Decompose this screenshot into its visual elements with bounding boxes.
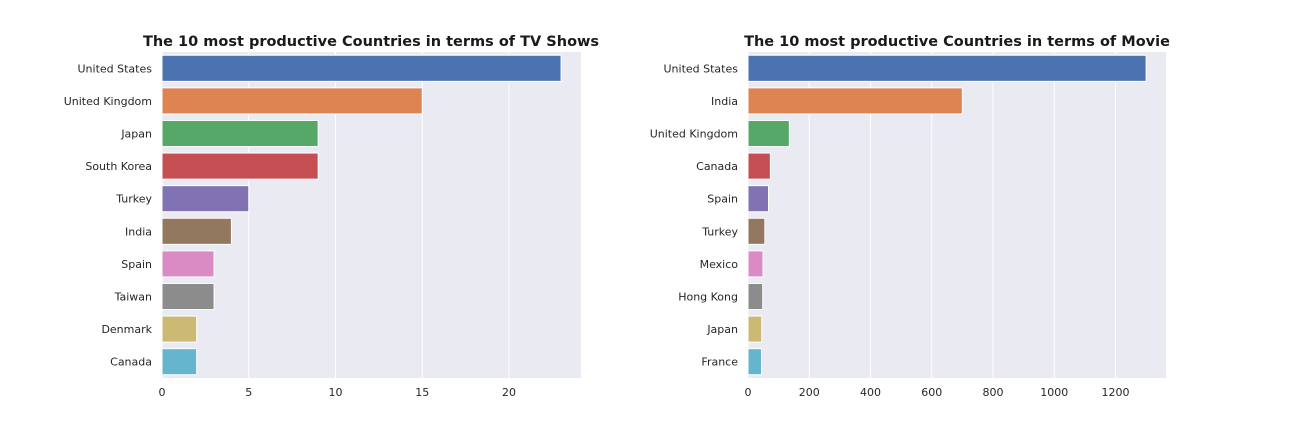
- chart-title: The 10 most productive Countries in term…: [744, 34, 1170, 50]
- category-label: United States: [78, 62, 153, 75]
- bar: [747, 348, 762, 376]
- category-label: India: [711, 95, 738, 108]
- x-tick-label: 15: [415, 386, 429, 399]
- category-label: Taiwan: [114, 291, 152, 304]
- category-label: United Kingdom: [64, 95, 152, 108]
- bar: [161, 250, 215, 278]
- x-tick-label: 20: [502, 386, 516, 399]
- category-label: Denmark: [101, 323, 152, 336]
- bar: [161, 185, 250, 213]
- bar: [747, 185, 770, 213]
- x-tick-label: 10: [328, 386, 342, 399]
- bar: [747, 315, 763, 343]
- chart-tv-shows: The 10 most productive Countries in term…: [64, 34, 599, 399]
- category-label: Spain: [707, 193, 738, 206]
- category-label: France: [701, 356, 738, 369]
- bar: [161, 282, 215, 311]
- category-label: India: [125, 225, 152, 238]
- bar: [747, 54, 1147, 82]
- chart-movies: The 10 most productive Countries in term…: [650, 34, 1170, 399]
- x-tick-label: 600: [921, 386, 942, 399]
- chart-title: The 10 most productive Countries in term…: [143, 34, 599, 50]
- category-label: Turkey: [115, 193, 152, 206]
- x-tick-label: 1200: [1101, 386, 1129, 399]
- category-label: Japan: [706, 323, 738, 336]
- category-label: South Korea: [85, 160, 152, 173]
- bar: [747, 250, 764, 278]
- category-label: Turkey: [701, 225, 738, 238]
- bar: [161, 315, 198, 343]
- bar: [747, 87, 963, 115]
- category-label: United States: [664, 62, 739, 75]
- bar: [161, 119, 319, 148]
- bar: [161, 87, 423, 115]
- category-label: Canada: [696, 160, 738, 173]
- bar: [161, 152, 319, 180]
- category-label: Japan: [120, 128, 152, 141]
- bar: [161, 348, 198, 376]
- x-tick-label: 0: [745, 386, 752, 399]
- category-label: United Kingdom: [650, 128, 738, 141]
- bar: [747, 152, 771, 180]
- category-label: Mexico: [700, 258, 739, 271]
- bar: [747, 282, 764, 311]
- bar: [747, 119, 790, 148]
- category-label: Spain: [121, 258, 152, 271]
- x-tick-label: 1000: [1040, 386, 1068, 399]
- x-tick-label: 5: [245, 386, 252, 399]
- x-tick-label: 800: [982, 386, 1003, 399]
- x-tick-label: 200: [799, 386, 820, 399]
- bar: [747, 217, 766, 245]
- x-tick-label: 0: [159, 386, 166, 399]
- bar: [161, 217, 232, 245]
- category-label: Canada: [110, 356, 152, 369]
- bar: [161, 54, 562, 82]
- x-tick-label: 400: [860, 386, 881, 399]
- category-label: Hong Kong: [678, 291, 738, 304]
